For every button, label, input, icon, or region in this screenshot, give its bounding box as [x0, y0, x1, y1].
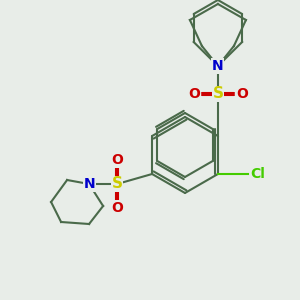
Text: S: S: [212, 86, 224, 101]
Text: N: N: [83, 177, 95, 191]
Text: Cl: Cl: [250, 167, 265, 181]
Text: O: O: [111, 153, 123, 167]
Text: O: O: [236, 87, 248, 101]
Text: O: O: [188, 87, 200, 101]
Text: N: N: [212, 59, 224, 73]
Text: S: S: [112, 176, 123, 191]
Text: O: O: [111, 201, 123, 215]
